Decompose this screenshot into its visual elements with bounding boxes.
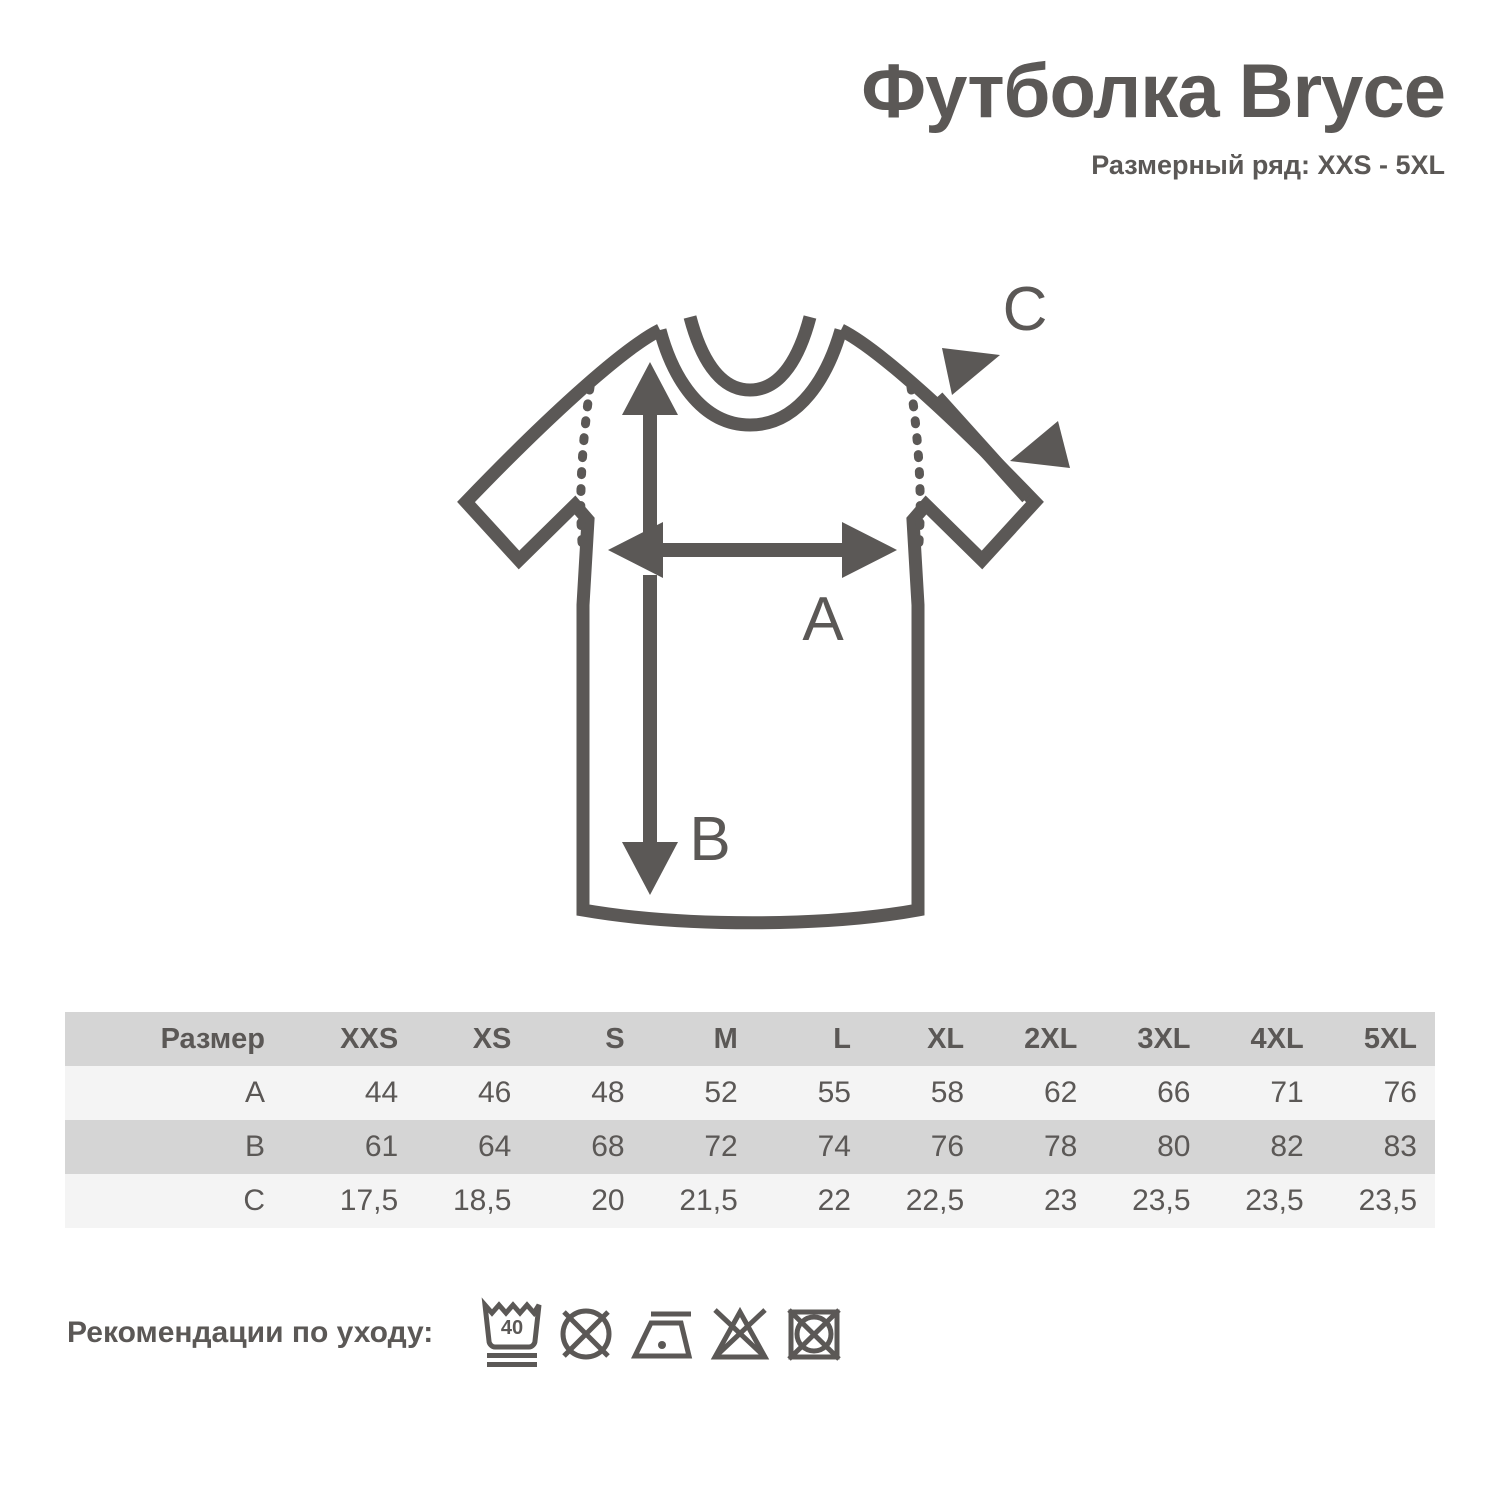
size-chart-body: A 44 46 48 52 55 58 62 66 71 76 B 61 64 …: [65, 1066, 1435, 1228]
measurement-arrow-b: [622, 362, 678, 895]
do-not-bleach-icon: [560, 1308, 612, 1360]
measurement-arrow-c: [931, 348, 1070, 503]
wash-temperature-text: 40: [501, 1317, 523, 1339]
tshirt-diagram-svg: A B C: [457, 275, 1070, 930]
cell-a-5xl: 76: [1383, 1076, 1417, 1109]
size-column-header-xs: XS: [472, 1022, 512, 1055]
table-row: B 61 64 68 72 74 76 78 80 82 83: [65, 1120, 1435, 1174]
size-chart-table: Размер XXS XS S M L XL 2XL 3XL 4XL 5XL A…: [65, 1012, 1435, 1228]
care-instructions: Рекомендации по уходу: 40: [67, 1297, 845, 1369]
table-row: A 44 46 48 52 55 58 62 66 71 76: [65, 1066, 1435, 1120]
size-column-header-xxs: XXS: [340, 1022, 399, 1055]
cell-b-xs: 64: [478, 1130, 512, 1163]
measurement-row-label-a: A: [244, 1076, 265, 1109]
cell-c-xl: 22,5: [905, 1184, 965, 1217]
right-shoulder-seam-dotted: [906, 382, 925, 560]
care-icon-group: 40: [481, 1297, 845, 1369]
cell-a-xxs: 44: [364, 1076, 399, 1109]
care-instructions-label: Рекомендации по уходу:: [67, 1316, 434, 1349]
size-column-header-xl: XL: [927, 1022, 965, 1055]
measurement-row-label-c: C: [243, 1184, 265, 1217]
cell-a-xl: 58: [930, 1076, 965, 1109]
size-column-header-2xl: 2XL: [1024, 1022, 1078, 1055]
cell-b-xxs: 61: [364, 1130, 399, 1163]
cell-b-l: 74: [817, 1130, 851, 1163]
size-chart-header-row: Размер XXS XS S M L XL 2XL 3XL 4XL 5XL: [65, 1012, 1435, 1066]
tshirt-measurement-diagram: A B C: [0, 255, 1500, 955]
cell-b-5xl: 83: [1383, 1130, 1417, 1163]
cell-b-s: 68: [591, 1130, 625, 1163]
do-not-dry-clean-icon: [711, 1306, 770, 1360]
size-column-header-s: S: [605, 1022, 625, 1055]
measurement-label-a: A: [802, 585, 844, 654]
cell-b-4xl: 82: [1270, 1130, 1304, 1163]
cell-a-l: 55: [817, 1076, 851, 1109]
cell-a-s: 48: [591, 1076, 625, 1109]
cell-b-3xl: 80: [1157, 1130, 1191, 1163]
size-column-header-5xl: 5XL: [1363, 1022, 1417, 1055]
tshirt-collar-inner: [683, 315, 817, 397]
size-column-header-m: M: [713, 1022, 738, 1055]
size-range-subtitle: Размерный ряд: XXS - 5XL: [1091, 149, 1445, 180]
size-chart-head: Размер XXS XS S M L XL 2XL 3XL 4XL 5XL: [65, 1012, 1435, 1066]
cell-c-m: 21,5: [679, 1184, 738, 1217]
tshirt-collar-outer: [653, 328, 848, 432]
size-column-header-3xl: 3XL: [1137, 1022, 1191, 1055]
measurement-label-c: C: [1003, 275, 1048, 344]
left-shoulder-seam-dotted: [576, 382, 595, 560]
cell-a-xs: 46: [478, 1076, 512, 1109]
cell-c-l: 22: [817, 1184, 851, 1217]
cell-a-3xl: 66: [1157, 1076, 1191, 1109]
cell-b-xl: 76: [930, 1130, 965, 1163]
size-column-header-4xl: 4XL: [1250, 1022, 1304, 1055]
size-column-header-l: L: [833, 1022, 851, 1055]
iron-low-one-dot-icon: [631, 1311, 693, 1359]
cell-b-m: 72: [704, 1130, 738, 1163]
cell-c-3xl: 23,5: [1132, 1184, 1191, 1217]
cell-c-2xl: 23: [1043, 1184, 1078, 1217]
cell-c-5xl: 23,5: [1358, 1184, 1417, 1217]
page-title: Футболка Bryce: [861, 49, 1446, 134]
measurement-row-label-b: B: [244, 1130, 265, 1163]
cell-a-m: 52: [704, 1076, 738, 1109]
cell-c-s: 20: [591, 1184, 625, 1217]
measurement-label-b: B: [689, 805, 730, 874]
do-not-tumble-dry-icon: [787, 1308, 842, 1361]
cell-a-2xl: 62: [1043, 1076, 1078, 1109]
cell-c-xs: 18,5: [452, 1184, 512, 1217]
cell-c-xxs: 17,5: [339, 1184, 399, 1217]
wash-40-delicate-icon: 40: [481, 1297, 542, 1367]
page-header: Футболка Bryce Размерный ряд: XXS - 5XL: [861, 49, 1446, 181]
cell-a-4xl: 71: [1270, 1076, 1304, 1109]
table-row: C 17,5 18,5 20 21,5 22 22,5 23 23,5 23,5…: [65, 1174, 1435, 1228]
cell-c-4xl: 23,5: [1245, 1184, 1304, 1217]
size-chart-row-header-label: Размер: [160, 1022, 265, 1055]
cell-b-2xl: 78: [1043, 1130, 1078, 1163]
